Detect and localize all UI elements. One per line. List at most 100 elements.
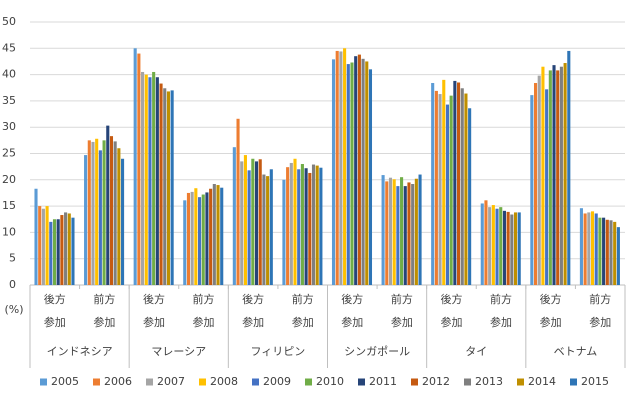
x-tick-label: 前方 (589, 292, 611, 306)
bar (590, 211, 595, 285)
bar (548, 70, 552, 285)
y-tick-label: 35 (2, 94, 16, 107)
bar (381, 175, 385, 285)
bar (236, 118, 240, 285)
y-tick-label: 20 (2, 173, 16, 186)
y-tick-label: 10 (2, 225, 16, 238)
bar (95, 138, 99, 285)
bar (137, 53, 141, 286)
x-tick-label: 後方 (44, 292, 66, 306)
bar (183, 200, 187, 285)
bar (609, 220, 613, 285)
bar (205, 192, 209, 285)
bar (258, 159, 262, 285)
bar (368, 69, 373, 285)
bar (537, 75, 541, 285)
bar (166, 91, 170, 285)
y-tick-label: 15 (2, 199, 16, 212)
bar (197, 197, 202, 285)
bar (559, 66, 563, 286)
bar (530, 95, 534, 285)
bar (403, 186, 407, 285)
y-tick-label: 45 (2, 41, 16, 54)
bar (357, 54, 361, 285)
legend-label: 2008 (210, 375, 238, 388)
bar (414, 178, 418, 285)
group-label: マレーシア (151, 345, 206, 358)
bar (286, 167, 290, 285)
x-tick-label: 参加 (341, 315, 363, 329)
bar (38, 206, 42, 285)
y-tick-label: 40 (2, 68, 16, 81)
bar (605, 219, 609, 285)
bar (457, 82, 461, 286)
bar (209, 188, 213, 285)
x-tick-label: 前方 (93, 292, 115, 306)
legend-label: 2010 (316, 375, 344, 388)
x-tick-label: 参加 (589, 315, 611, 329)
x-tick-label: 参加 (490, 315, 512, 329)
bar (613, 221, 617, 285)
bar (117, 148, 121, 285)
y-tick-label: 0 (9, 278, 16, 291)
bar (41, 208, 45, 285)
bar (400, 177, 404, 285)
legend-swatch (93, 378, 100, 386)
bar (407, 182, 411, 285)
x-tick-label: 前方 (490, 292, 512, 306)
bar (212, 184, 216, 285)
bar (141, 71, 145, 285)
bar (346, 64, 350, 285)
bar (315, 165, 319, 285)
bar (289, 162, 293, 285)
bar (460, 88, 464, 285)
bar (331, 59, 336, 285)
legend-swatch (199, 378, 206, 386)
bar (616, 227, 620, 285)
bar (396, 186, 400, 285)
x-tick-label: 前方 (193, 292, 215, 306)
bar (243, 155, 247, 285)
bar (361, 58, 365, 285)
bar (434, 90, 438, 285)
bar (71, 217, 75, 285)
bar (350, 62, 354, 285)
x-tick-label: 後方 (242, 292, 264, 306)
bar (587, 212, 591, 285)
bar (343, 48, 347, 285)
bar (64, 212, 68, 285)
legend-label: 2005 (51, 375, 79, 388)
bar (45, 206, 49, 285)
bar (388, 177, 393, 285)
bar (438, 94, 442, 285)
bar (87, 140, 91, 285)
bar (499, 207, 503, 285)
bar (545, 89, 549, 285)
x-tick-label: 後方 (540, 292, 562, 306)
bar (533, 83, 538, 286)
bar (155, 77, 159, 285)
legend-label: 2013 (475, 375, 503, 388)
bar (583, 213, 587, 285)
bar (254, 161, 259, 285)
x-tick-label: 参加 (440, 315, 462, 329)
legend-swatch (464, 378, 471, 386)
bar (56, 219, 60, 285)
x-tick-label: 参加 (540, 315, 562, 329)
x-tick-label: 後方 (143, 292, 165, 306)
x-tick-label: 参加 (44, 315, 66, 329)
bar (354, 56, 358, 285)
legend-label: 2012 (422, 375, 450, 388)
bar (598, 217, 602, 285)
bar (453, 80, 457, 285)
bar (159, 83, 163, 286)
bar (170, 90, 174, 285)
bar (442, 79, 446, 285)
bar (84, 155, 88, 285)
legend-label: 2009 (263, 375, 291, 388)
legend-label: 2007 (157, 375, 185, 388)
bar (67, 213, 71, 285)
bar (293, 158, 297, 285)
bar (49, 221, 53, 285)
bar (449, 95, 453, 285)
